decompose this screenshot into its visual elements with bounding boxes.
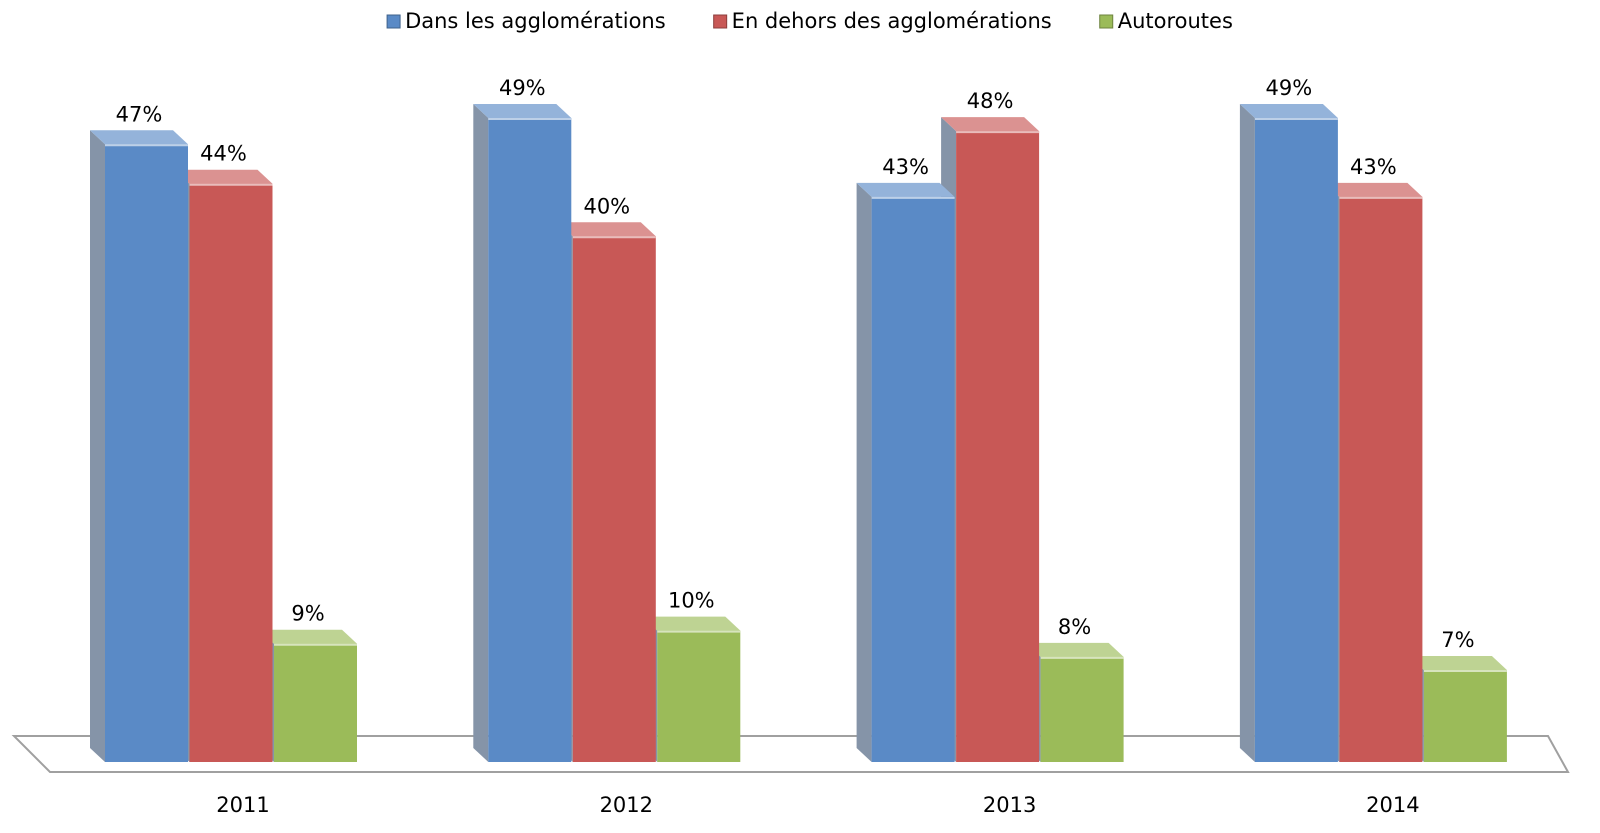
bar-top <box>941 117 1040 132</box>
legend-label: Dans les agglomérations <box>405 9 666 33</box>
legend-label: Autoroutes <box>1118 9 1233 33</box>
bar <box>189 183 273 762</box>
text-layer: 2011 47% 44% 9% 2012 49% 40% 10% 2013 43% 48% 8% 201… <box>116 9 1475 817</box>
value-label: 49% <box>499 76 546 100</box>
bar-side <box>1239 104 1255 762</box>
value-label: 49% <box>1266 76 1313 100</box>
top-layer <box>90 104 1507 670</box>
value-label: 44% <box>200 142 247 166</box>
value-label: 8% <box>1058 615 1091 639</box>
bar <box>1040 656 1124 762</box>
legend-label: En dehors des agglomérations <box>732 9 1052 33</box>
value-label: 47% <box>116 102 163 126</box>
bar <box>488 118 572 762</box>
bar-top <box>642 616 741 631</box>
bar-side <box>473 104 489 762</box>
bar-top <box>1025 642 1124 657</box>
value-label: 40% <box>583 194 630 218</box>
bar <box>1423 670 1507 762</box>
bar <box>274 643 357 762</box>
x-tick-label: 2011 <box>216 793 269 817</box>
bar-top <box>1408 656 1507 670</box>
bar-top <box>557 222 656 237</box>
bar-top <box>259 629 357 644</box>
value-label: 9% <box>291 602 324 626</box>
bar <box>956 131 1040 763</box>
bar-side <box>90 130 105 763</box>
x-tick-label: 2013 <box>983 793 1036 817</box>
bar <box>1339 196 1423 762</box>
bar-top <box>1239 104 1338 118</box>
x-tick-label: 2014 <box>1366 793 1419 817</box>
bar <box>871 196 955 762</box>
value-label: 7% <box>1441 628 1474 652</box>
legend-swatch <box>713 14 728 29</box>
bar-top <box>856 182 955 197</box>
front-layer <box>105 118 1507 763</box>
bar-top <box>90 130 188 145</box>
legend-swatch <box>386 14 401 29</box>
value-label: 43% <box>882 155 929 179</box>
bar-top <box>174 169 273 184</box>
value-label: 10% <box>668 589 715 613</box>
bar-top <box>473 104 572 118</box>
value-label: 43% <box>1350 155 1397 179</box>
value-label: 48% <box>967 89 1014 113</box>
bar-top <box>1324 182 1423 197</box>
bar <box>657 630 741 762</box>
bar-side <box>856 182 872 762</box>
bar <box>1254 118 1338 762</box>
legend-swatch <box>1099 14 1114 29</box>
x-tick-label: 2012 <box>600 793 653 817</box>
bar <box>105 144 188 763</box>
bar <box>572 236 656 763</box>
